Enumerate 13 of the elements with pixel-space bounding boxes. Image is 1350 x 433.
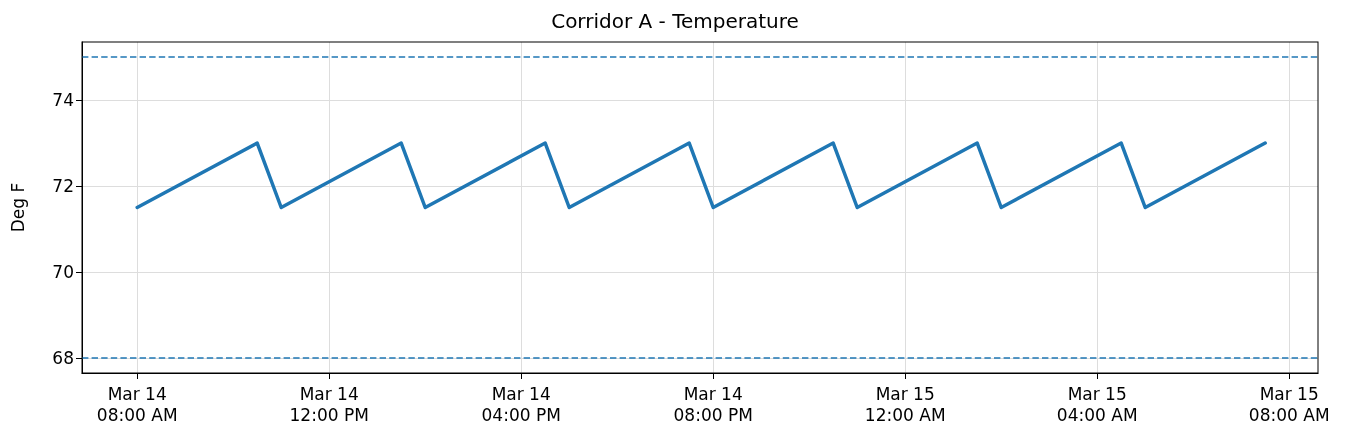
x-tick-label: Mar 14 04:00 PM: [481, 383, 561, 425]
x-tick-label: Mar 14 12:00 PM: [289, 383, 369, 425]
x-tick-label: Mar 15 04:00 AM: [1056, 383, 1138, 425]
y-tick-label: 72: [52, 176, 74, 197]
y-tick-label: 70: [52, 261, 74, 282]
x-tick-label: Mar 14 08:00 PM: [673, 383, 753, 425]
chart-title: Corridor A - Temperature: [551, 9, 799, 33]
y-axis-title: Deg F: [7, 182, 28, 233]
x-tick-label: Mar 15 12:00 AM: [864, 383, 946, 425]
y-tick-label: 68: [52, 347, 74, 368]
x-tick-label: Mar 15 08:00 AM: [1248, 383, 1330, 425]
y-tick-label: 74: [52, 90, 74, 111]
x-tick-label: Mar 14 08:00 AM: [96, 383, 178, 425]
